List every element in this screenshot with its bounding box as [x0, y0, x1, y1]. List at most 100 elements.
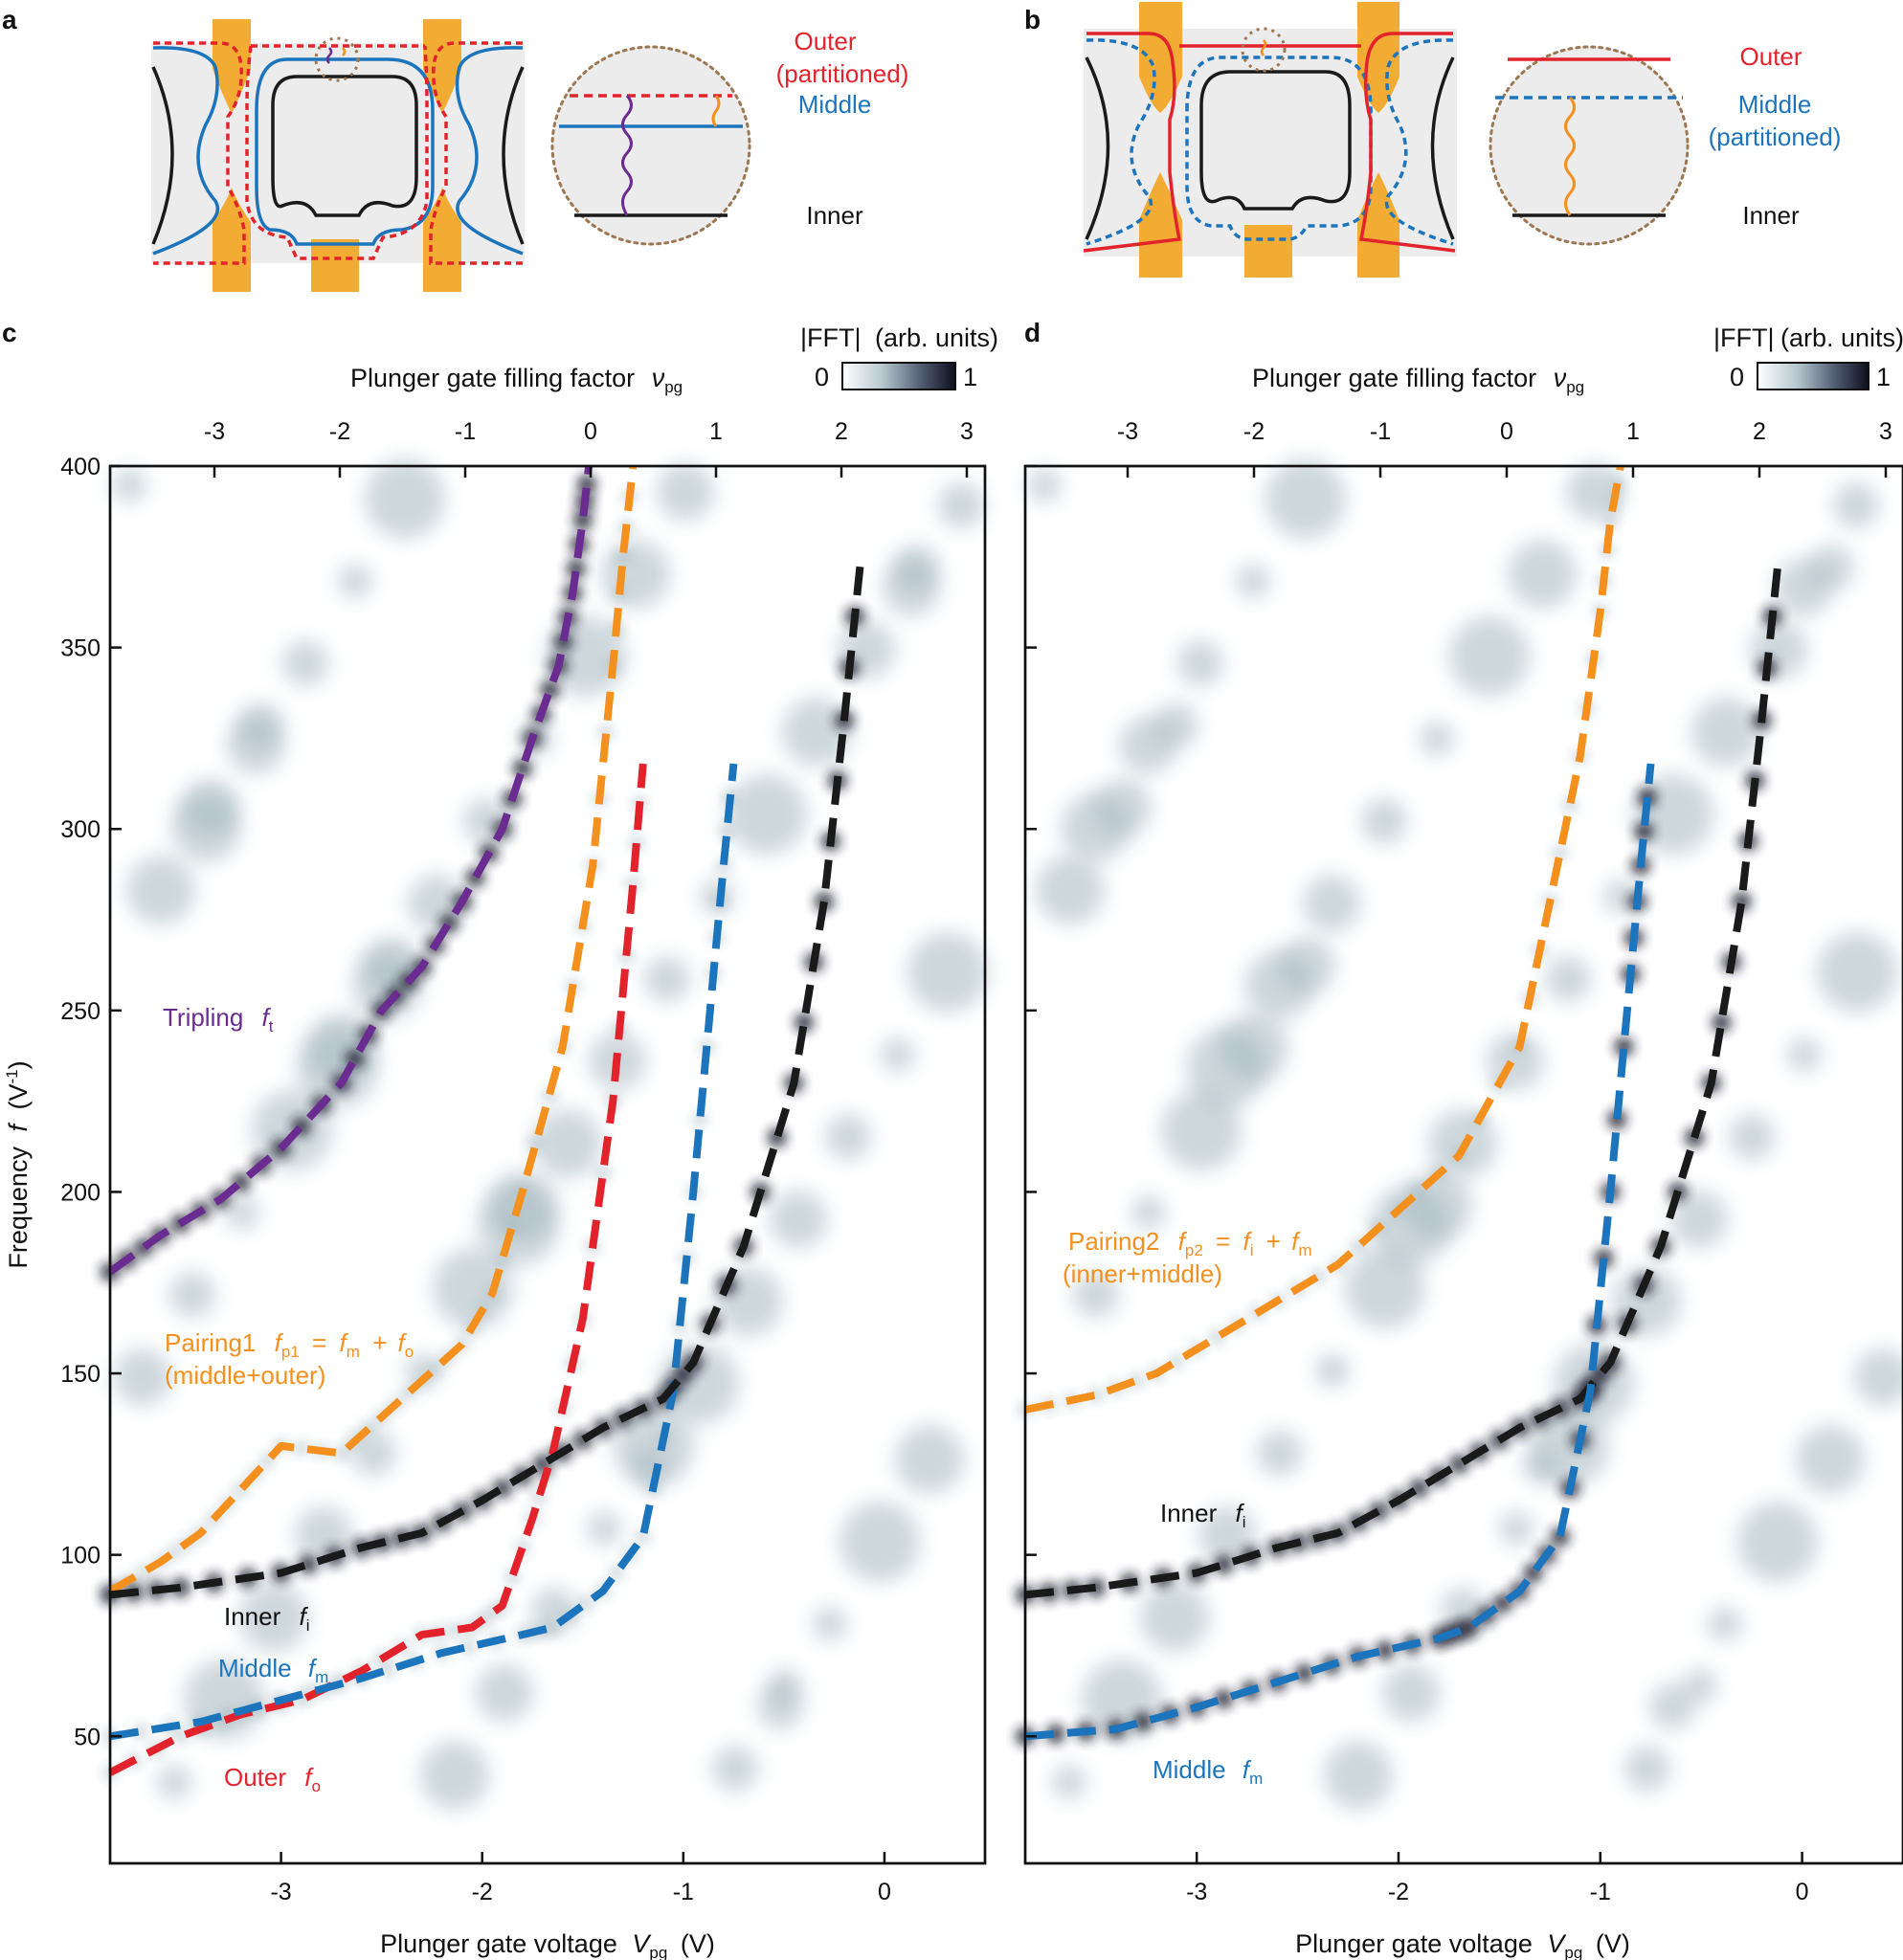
heatmap-ridge — [794, 1013, 814, 1033]
x-tick-label: -3 — [1186, 1879, 1207, 1905]
heatmap-ridge — [1375, 1640, 1395, 1660]
heatmap-background — [1198, 1506, 1256, 1564]
heatmap-background — [881, 1037, 915, 1072]
heatmap-background — [1796, 1425, 1865, 1494]
y-tick-label: 100 — [60, 1543, 101, 1570]
heatmap-background — [1670, 1191, 1728, 1248]
tunneling-marker-2 — [342, 47, 347, 56]
heatmap-ridge — [172, 1728, 189, 1745]
x-tick-label: -1 — [673, 1879, 694, 1905]
heatmap-background — [757, 1683, 803, 1729]
label-middle-c: Middle fm — [218, 1654, 328, 1686]
loupe-b-pairing-wave — [1564, 96, 1576, 216]
heatmap-background — [171, 793, 240, 862]
heatmap-ridge — [608, 1565, 624, 1581]
fit-curve-middle — [1024, 763, 1655, 1741]
x-top-tick-label: 3 — [960, 418, 974, 445]
heatmap-background — [1545, 956, 1591, 1002]
heatmap-background — [112, 468, 146, 502]
y-tick-label: 400 — [60, 454, 101, 480]
edge-inner-loop-b — [1199, 70, 1352, 211]
y-axis-title-text: Frequency f (V-1) — [3, 1060, 33, 1268]
plunger-gate-b — [1244, 225, 1292, 278]
y-tick-label: 50 — [74, 1724, 101, 1750]
fit-curve-middle — [109, 763, 738, 1741]
heatmap-background — [938, 482, 984, 528]
heatmap-background — [1420, 722, 1454, 756]
plunger-gate — [311, 239, 359, 292]
heatmap-background — [157, 1765, 191, 1799]
heatmap-ridge — [380, 1661, 396, 1678]
y-axis-title: Frequency f (V-1) — [3, 1060, 33, 1268]
colorbar-d-abs: |FFT| — [1713, 323, 1775, 352]
heatmap-background — [1775, 559, 1832, 616]
heatmap-background — [227, 717, 284, 774]
colorbar-d-min: 0 — [1730, 363, 1744, 391]
x-tick-label: 0 — [1796, 1879, 1809, 1905]
heatmap-ridge — [1294, 1663, 1314, 1683]
heatmap-ridge — [576, 474, 596, 494]
heatmap-background — [825, 1114, 871, 1160]
heatmap-background — [126, 856, 195, 924]
heatmap-background — [1737, 1502, 1818, 1582]
colorbar-c-min: 0 — [815, 363, 829, 391]
edge-inner-loop — [271, 75, 418, 217]
heatmap-background — [1027, 468, 1062, 502]
heatmap-background — [907, 932, 988, 1013]
heatmap-ridge — [1634, 821, 1654, 841]
heatmap-background — [1449, 616, 1530, 697]
x-top-tick-label: -1 — [1370, 418, 1391, 445]
fit-curves-d — [1024, 465, 1782, 1741]
heatmap-ridge — [594, 1166, 611, 1182]
x-top-title-d-text: Plunger gate filling factor νpg — [1252, 364, 1584, 396]
fit-curve-inner — [109, 563, 864, 1599]
y-tick-label: 250 — [60, 998, 101, 1025]
heatmap-background — [712, 1746, 758, 1792]
heatmap-ridge — [814, 892, 834, 912]
heatmap-ridge — [1614, 1036, 1634, 1057]
x-tick-label: -1 — [1590, 1879, 1611, 1905]
heatmap-background — [352, 951, 421, 1020]
heatmap-background — [1244, 951, 1313, 1020]
heatmap-background — [1303, 875, 1360, 932]
heatmap-ridge — [1411, 1184, 1427, 1200]
heatmap-background — [1236, 564, 1270, 598]
heatmap-background — [1854, 1348, 1903, 1406]
heatmap-background — [1624, 1746, 1670, 1792]
label-pairing-c: Pairing1 fp1 = fm + fo — [165, 1328, 414, 1363]
heatmap-background — [338, 564, 372, 598]
heatmap-background — [813, 1607, 847, 1641]
edge-outer-right-b — [1358, 32, 1456, 253]
panel-d-label: d — [1024, 318, 1041, 347]
heatmap-ridge — [1602, 512, 1619, 528]
x-tick-label: -2 — [472, 1879, 493, 1905]
label-pairing-d: Pairing2 fp2 = fi + fm — [1068, 1227, 1312, 1261]
heatmap-background — [476, 1664, 533, 1722]
heatmap-background — [657, 463, 714, 521]
x-top-tick-label: 0 — [584, 418, 597, 445]
x-bottom-title-d: Plunger gate voltage Vpg (V) — [1295, 1929, 1630, 1960]
x-top-tick-label: 1 — [1626, 418, 1640, 445]
x-top-title-c: Plunger gate filling factor νpg — [350, 364, 683, 396]
heatmap-background — [433, 1248, 513, 1328]
colorbar-d: |FFT| (arb. units) 0 1 — [1713, 323, 1903, 391]
x-top-tick-label: -1 — [455, 418, 476, 445]
edge-outer-left — [153, 41, 246, 265]
loupe-b-middle-label: Middle — [1738, 90, 1812, 119]
heatmap-ridge — [545, 1619, 561, 1636]
heatmap-background — [1370, 1186, 1450, 1266]
heatmap-background — [895, 1425, 964, 1494]
heatmap-background — [1315, 1353, 1350, 1388]
fit-curve-pairing1 — [107, 465, 638, 1595]
heatmap-background — [1817, 932, 1897, 1013]
edge-outer-left-b — [1083, 32, 1182, 253]
x-bottom-title-c-text: Plunger gate voltage Vpg (V) — [380, 1929, 715, 1960]
heatmap-ridge — [719, 823, 735, 839]
colorbar-d-units: (arb. units) — [1780, 323, 1903, 352]
edge-outer-right — [429, 41, 523, 265]
label-inner-c: Inner fi — [224, 1602, 310, 1635]
y-tick-label: 350 — [60, 635, 101, 662]
loupe-b-outer-label: Outer — [1739, 42, 1802, 71]
colorbar-c-gradient — [841, 362, 956, 390]
